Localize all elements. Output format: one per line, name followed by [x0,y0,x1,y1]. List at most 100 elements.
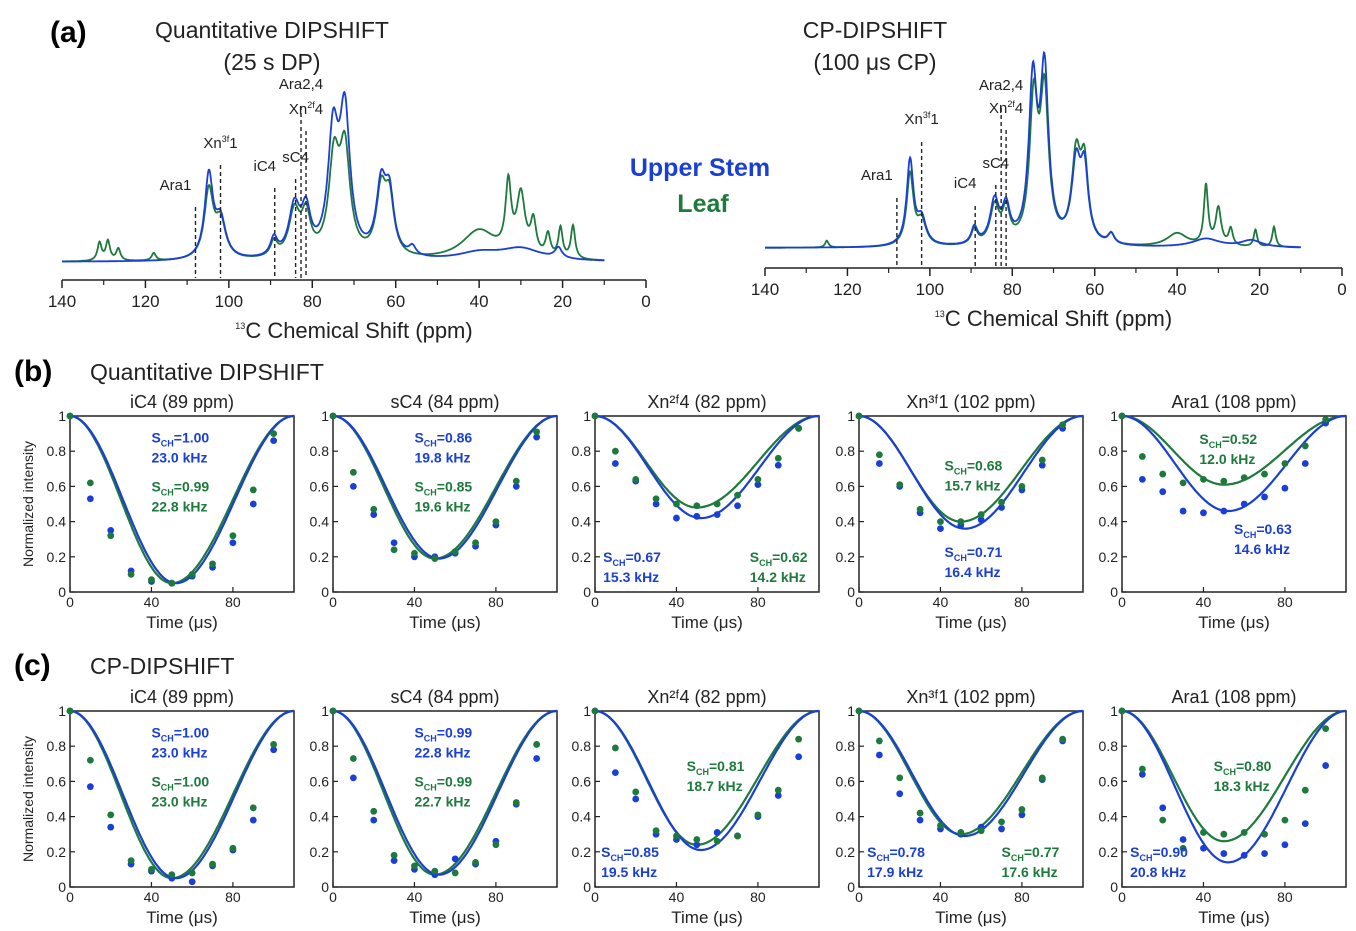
data-point-blue [1220,507,1228,515]
data-point-green [1118,707,1126,715]
x-tick-label: 40 [470,292,489,311]
data-point-blue [1301,460,1309,467]
x-tick-label: 80 [750,594,766,610]
data-point-green [451,869,459,877]
y-tick-label: 0.2 [836,844,856,860]
y-tick-label: 0.2 [1099,549,1119,565]
data-point-blue [451,855,459,863]
data-point-blue [754,481,762,489]
data-point-blue [1179,507,1187,515]
x-axis-label: Time (μs) [1198,613,1270,632]
y-tick-label: 0.8 [572,738,592,754]
y-tick-label: 0 [847,584,855,600]
data-point-green [774,454,782,462]
data-point-green [188,869,196,877]
data-point-green [998,498,1005,506]
data-point-green [390,851,398,859]
x-tick-label: 60 [1085,280,1104,299]
data-point-blue [1200,844,1207,852]
plot-frame [332,415,558,593]
data-point-green [673,832,680,840]
data-point-green [1220,830,1228,838]
panel-b-label: (b) [14,355,52,388]
y-tick-label: 0.4 [572,809,592,825]
data-point-green [1179,844,1187,852]
data-point-green [349,755,357,762]
x-tick-label: 40 [407,594,423,610]
plot-frame [69,710,295,888]
data-point-blue [86,783,94,791]
data-point-blue [1261,493,1268,501]
y-tick-label: 0.8 [47,738,67,754]
coupling-label-green: 15.7 kHz [945,478,1001,494]
legend-upper-stem: Upper Stem [630,154,770,182]
x-tick-label: 40 [407,889,423,905]
fit-curve-blue [858,709,1084,838]
data-point-green [329,707,337,715]
data-point-blue [977,516,985,524]
plot-title: Xn³ᶠ1 (102 ppm) [906,687,1035,707]
data-point-green [229,532,237,540]
data-point-green [693,836,701,843]
y-tick-label: 0.8 [310,443,330,459]
subplots-layer: iC4 (89 ppm) 0 0.2 0.4 0.6 0.8 1 0 40 80 Time (μs)… [20,392,1347,927]
panel-c-title: CP-DIPSHIFT [90,653,234,679]
peak-label: Xn2f4 [989,99,1023,117]
data-point-green [855,707,863,715]
data-point-blue [86,495,94,503]
data-point-blue [249,816,257,824]
coupling-label-blue: 23.0 kHz [151,449,207,465]
data-point-blue [774,461,782,469]
data-point-blue [270,746,278,754]
coupling-label-green: 23.0 kHz [151,794,207,810]
data-point-green [107,811,115,819]
dipshift-plot-b4: Xn³ᶠ1 (102 ppm) 0 0.2 0.4 0.6 0.8 1 0 40 80 Time (… [836,392,1084,632]
data-point-green [86,479,94,487]
x-tick-label: 0 [591,889,599,905]
data-point-green [896,481,904,489]
data-point-green [148,576,155,584]
data-point-green [855,412,863,420]
x-tick-label: 80 [488,594,504,610]
y-tick-label: 1 [583,703,591,719]
data-point-green [916,505,924,513]
x-tick-label: 40 [144,594,160,610]
dipshift-plot-b1: iC4 (89 ppm) 0 0.2 0.4 0.6 0.8 1 0 40 80 Time (μs)… [20,392,295,632]
y-tick-label: 0.6 [310,773,330,789]
fit-curve-blue [594,414,820,520]
data-point-green [754,811,762,819]
y-tick-label: 0.2 [572,549,592,565]
data-point-blue [349,483,357,490]
y-tick-label: 0 [1110,584,1118,600]
data-point-green [1059,735,1067,743]
data-point-green [795,735,803,743]
plot-frame [1121,710,1347,888]
data-point-green [472,539,479,547]
data-point-blue [998,504,1005,511]
data-point-blue [1179,836,1187,843]
data-point-green [1281,816,1289,824]
peak-label: sC4 [982,155,1009,172]
fit-curve-green [1121,709,1347,843]
data-point-blue [107,527,115,534]
order-parameter-label-green: SCH=0.52 [1199,431,1257,450]
data-point-green [998,818,1005,826]
data-point-green [1240,829,1248,836]
data-point-green [533,741,541,748]
x-tick-label: 20 [553,292,572,311]
data-point-green [431,555,439,562]
data-point-blue [1240,851,1248,859]
spectrum-2-title-line2: (100 μs CP) [813,49,936,75]
peak-label: Ara1 [160,177,192,194]
data-point-green [1301,442,1309,450]
y-tick-label: 0.2 [47,844,67,860]
x-tick-label: 80 [303,292,322,311]
spectrum-line-leaf [765,72,1301,249]
y-tick-label: 0.2 [1099,844,1119,860]
x-tick-label: 0 [329,889,337,905]
data-point-green [209,860,216,868]
coupling-label-blue: 22.8 kHz [414,744,470,760]
y-tick-label: 0.2 [836,549,856,565]
coupling-label-blue: 14.6 kHz [1234,541,1290,557]
data-point-blue [1322,762,1330,769]
